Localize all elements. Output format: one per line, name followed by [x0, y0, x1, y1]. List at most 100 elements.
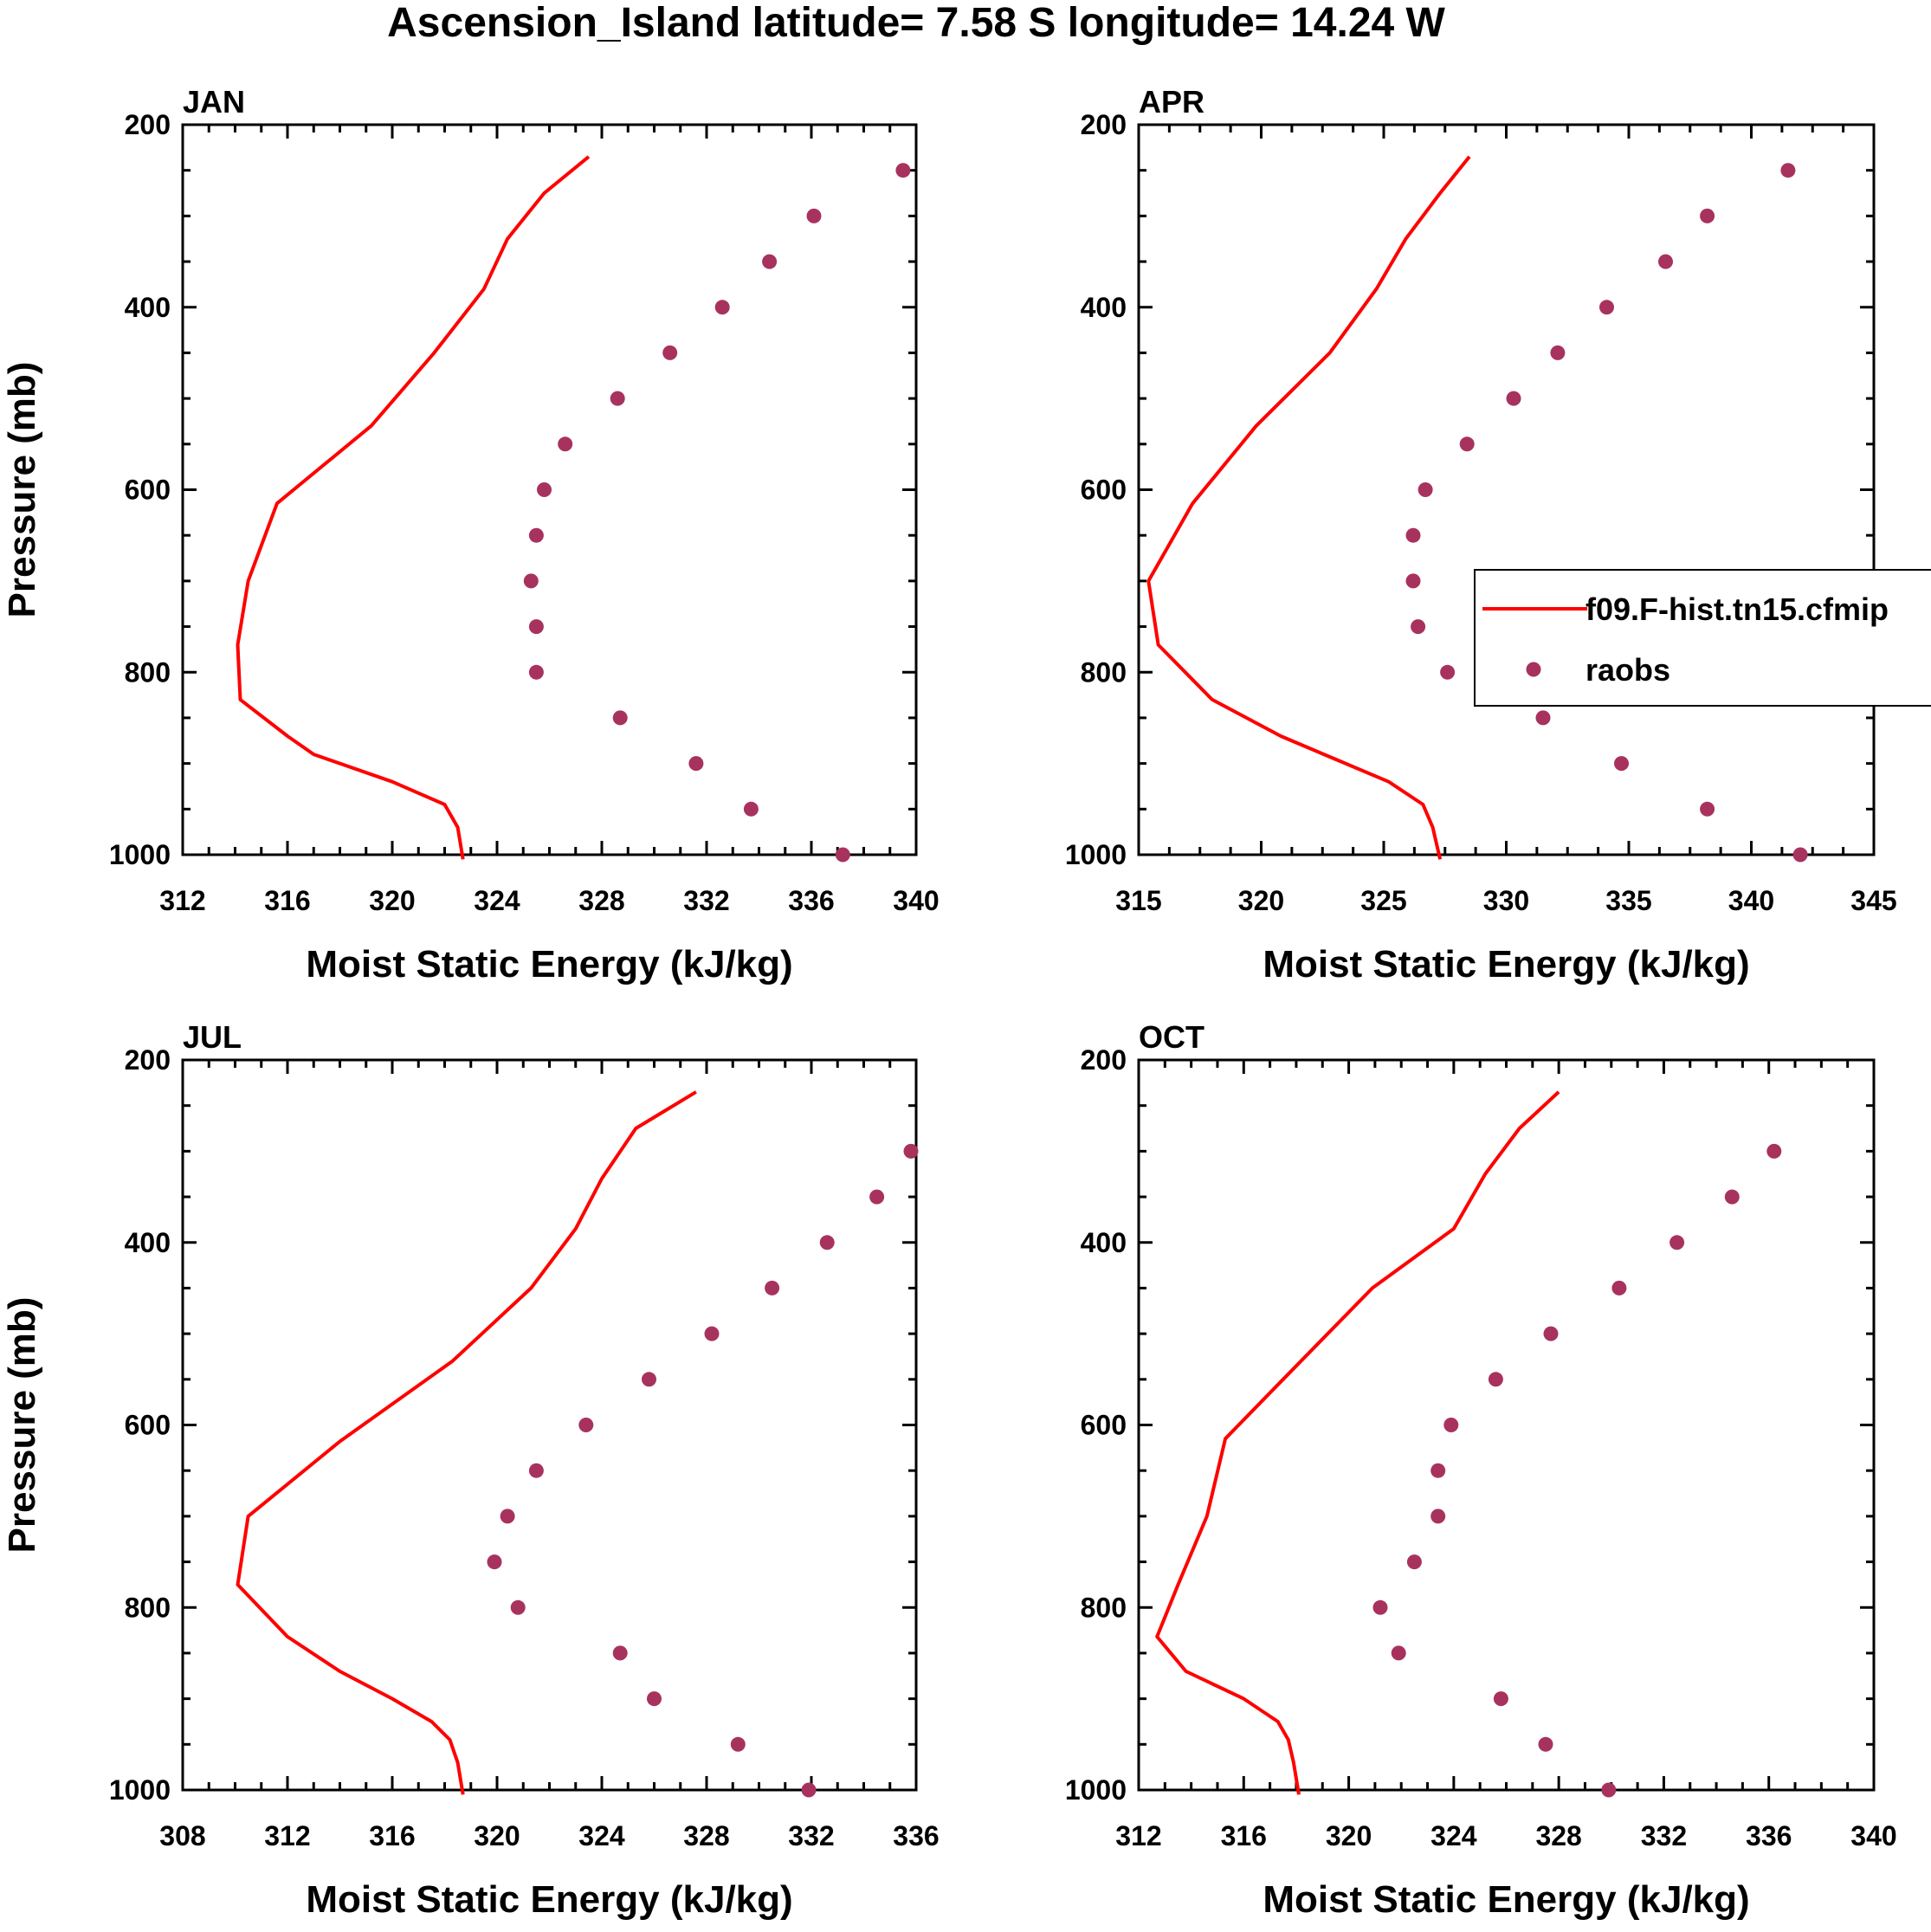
raobs-point — [1406, 1554, 1422, 1570]
raobs-point — [1493, 1691, 1508, 1707]
y-tick-label: 600 — [1081, 475, 1127, 506]
raobs-point — [647, 1691, 662, 1707]
x-tick-label: 316 — [1221, 1820, 1267, 1851]
raobs-point — [487, 1554, 502, 1570]
raobs-point — [1614, 756, 1629, 772]
raobs-point — [1669, 1235, 1685, 1250]
raobs-point — [612, 710, 628, 726]
raobs-point — [1780, 163, 1796, 178]
raobs-point — [743, 801, 759, 817]
raobs-point — [528, 1463, 544, 1478]
y-tick-label: 400 — [125, 292, 171, 323]
raobs-point — [1599, 300, 1614, 315]
x-tick-label: 328 — [1535, 1820, 1581, 1851]
y-tick-label: 800 — [125, 656, 171, 688]
raobs-point — [903, 1143, 919, 1159]
y-tick-label: 1000 — [109, 1774, 171, 1806]
raobs-point — [528, 527, 544, 543]
x-axis-label: Moist Static Energy (kJ/kg) — [306, 943, 792, 985]
x-tick-label: 328 — [578, 885, 624, 916]
y-tick-label: 200 — [1081, 1044, 1127, 1076]
x-tick-label: 324 — [1430, 1820, 1477, 1851]
raobs-point — [1459, 436, 1475, 452]
y-tick-label: 800 — [125, 1592, 171, 1623]
raobs-point — [819, 1235, 835, 1250]
model-profile-line — [236, 155, 591, 860]
x-tick-label: 332 — [1641, 1820, 1687, 1851]
raobs-point — [1535, 710, 1551, 726]
y-tick-label: 200 — [1081, 109, 1127, 140]
model-profile-line — [1155, 1090, 1560, 1795]
legend-box — [1474, 569, 1931, 707]
raobs-point — [500, 1509, 515, 1524]
raobs-point — [704, 1326, 720, 1341]
x-tick-label: 336 — [788, 885, 834, 916]
legend-label: f09.F-hist.tn15.cfmip — [1585, 591, 1889, 627]
panel-jul: JUL 308 312 316 320 324 328 332 336 200 400 600 800 1… — [1, 1019, 940, 1921]
legend: f09.F-hist.tn15.cfmip raobs — [1474, 569, 1931, 707]
raobs-point — [869, 1189, 885, 1205]
raobs-point — [1792, 847, 1808, 863]
legend-label: raobs — [1585, 652, 1670, 688]
raobs-point — [1700, 208, 1715, 223]
y-tick-label: 1000 — [1065, 839, 1127, 870]
x-tick-label: 345 — [1850, 885, 1896, 916]
x-tick-label: 332 — [788, 1820, 834, 1851]
raobs-point — [1538, 1736, 1553, 1752]
figure-title: Ascension_Island latitude= 7.58 S longit… — [387, 0, 1445, 46]
raobs-point — [642, 1372, 656, 1387]
raobs-point — [765, 1280, 780, 1296]
panels: JAN 312 316 320 324 328 332 336 340 200 400 600 800 1… — [1, 84, 1897, 1921]
model-profile-line — [236, 1090, 697, 1795]
x-tick-label: 328 — [683, 1820, 729, 1851]
raobs-point — [730, 1736, 746, 1752]
panel-apr: APR 315 320 325 330 335 340 345 200 400 600 800 1000… — [1065, 84, 1897, 985]
raobs-point — [558, 436, 573, 452]
y-axis-label: Pressure (mb) — [1, 362, 43, 618]
raobs-point — [1766, 1143, 1782, 1159]
x-tick-label: 312 — [264, 1820, 310, 1851]
raobs-point — [1405, 573, 1421, 589]
y-tick-label: 200 — [125, 1044, 171, 1076]
y-tick-label: 400 — [1081, 1227, 1127, 1258]
x-tick-label: 340 — [1728, 885, 1774, 916]
plot-frame — [1137, 123, 1876, 856]
x-tick-label: 340 — [893, 885, 939, 916]
x-tick-label: 308 — [159, 1820, 205, 1851]
raobs-point — [835, 847, 850, 863]
raobs-point — [1724, 1189, 1740, 1205]
y-tick-label: 1000 — [109, 839, 171, 870]
y-tick-label: 600 — [125, 1410, 171, 1441]
y-tick-label: 800 — [1081, 1592, 1127, 1623]
raobs-point — [1601, 1782, 1617, 1798]
raobs-point — [762, 254, 778, 269]
x-tick-label: 312 — [1115, 1820, 1161, 1851]
y-tick-label: 400 — [1081, 292, 1127, 323]
raobs-point — [1430, 1509, 1446, 1524]
x-axis-label: Moist Static Energy (kJ/kg) — [1263, 1878, 1749, 1921]
raobs-point — [1700, 801, 1715, 817]
y-tick-label: 600 — [125, 475, 171, 506]
panel-oct: OCT 312 316 320 324 328 332 336 340 200 400 600 800 1… — [1065, 1019, 1897, 1921]
raobs-point — [1488, 1372, 1503, 1387]
raobs-point — [528, 619, 544, 635]
y-tick-label: 200 — [125, 109, 171, 140]
x-tick-label: 320 — [474, 1820, 520, 1851]
x-axis-label: Moist Static Energy (kJ/kg) — [1263, 943, 1749, 985]
raobs-point — [578, 1418, 594, 1432]
raobs-point — [1418, 482, 1433, 497]
raobs-point — [801, 1782, 817, 1798]
x-axis-label: Moist Static Energy (kJ/kg) — [306, 1878, 792, 1921]
raobs-point — [714, 300, 730, 315]
raobs-point — [537, 482, 552, 497]
y-tick-label: 600 — [1081, 1410, 1127, 1441]
raobs-point — [1405, 527, 1421, 543]
raobs-point — [510, 1599, 526, 1615]
x-tick-label: 336 — [1746, 1820, 1792, 1851]
raobs-point — [688, 756, 704, 772]
raobs-point — [528, 664, 544, 680]
x-tick-label: 320 — [1238, 885, 1284, 916]
x-tick-label: 320 — [1326, 1820, 1372, 1851]
x-tick-label: 325 — [1360, 885, 1406, 916]
